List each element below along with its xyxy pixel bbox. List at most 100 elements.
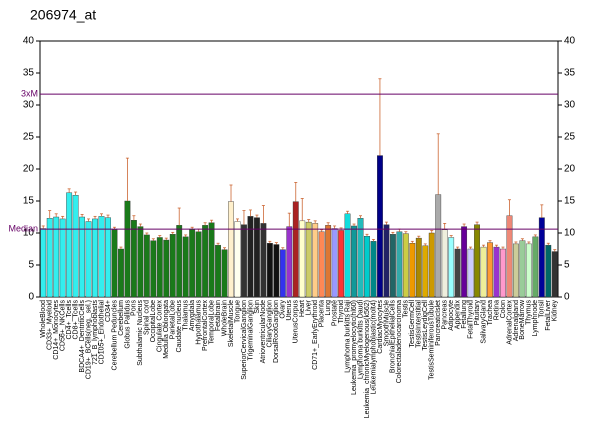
x-tick-label: Retina: [493, 300, 500, 320]
reference-label: Median: [8, 224, 38, 234]
x-tick-label: Lung: [325, 300, 332, 316]
bar: [551, 251, 558, 298]
bar: [331, 228, 338, 298]
bar: [66, 192, 73, 298]
x-tick-label: FetalThyroid: [467, 300, 474, 339]
bar: [318, 231, 325, 298]
bar: [111, 229, 118, 298]
x-tick-label: Hypothalamus: [195, 300, 202, 345]
y2-tick-label: 15: [564, 196, 576, 207]
y-tick-label: 20: [23, 164, 35, 175]
bar: [215, 244, 221, 298]
bar: [461, 226, 468, 298]
x-tick-label: BoneMarrow: [519, 299, 526, 340]
bar: [279, 249, 286, 298]
x-tick-label: CD14+_Monocytes: [53, 300, 60, 360]
x-tick-label: Colorectaladenocarcinoma: [396, 300, 403, 383]
bar: [286, 226, 293, 298]
x-tick-label: CD33+_Myeloid: [47, 300, 54, 350]
x-tick-label: TestisLeydigCell: [422, 300, 429, 351]
bar: [545, 244, 552, 298]
x-tick-label: SkeletalMuscle: [228, 300, 235, 347]
x-tick-label: Thyroid: [338, 300, 345, 323]
x-tick-label: Globus Pallidus: [124, 300, 131, 349]
bar: [325, 225, 332, 298]
bar: [85, 221, 92, 298]
y-tick-label: 30: [23, 100, 35, 111]
x-tick-label: UterusCorpus: [293, 300, 300, 344]
x-tick-label: TrigeminalGanglion: [247, 300, 254, 361]
bar: [59, 218, 66, 298]
x-tick-label: Adipocyte: [448, 300, 455, 331]
y2-tick-label: 20: [564, 164, 576, 175]
x-tick-label: Thymus: [526, 300, 533, 325]
bar: [130, 219, 137, 298]
bar: [415, 237, 422, 298]
x-tick-label: Fetallung: [461, 300, 468, 329]
x-tick-label: Thalamus: [183, 300, 190, 331]
bar: [448, 237, 455, 298]
y-tick-label: 15: [23, 196, 35, 207]
bar: [260, 223, 267, 298]
x-tick-label: Tonsil: [539, 300, 546, 318]
x-tick-label: CD34+: [105, 300, 112, 322]
x-tick-label: Ovary: [280, 300, 287, 319]
y-tick-label: 40: [23, 36, 35, 47]
bar: [92, 218, 98, 298]
x-tick-label: Lymphnode: [532, 300, 539, 336]
x-tick-label: Skin: [254, 300, 261, 314]
x-tick-label: CD56+_NKCells: [60, 300, 67, 352]
x-tick-label: Leukemia_promyelocytic(hl60): [351, 300, 358, 395]
bar: [428, 232, 435, 298]
y2-tick-label: 0: [564, 292, 570, 303]
bar: [163, 239, 170, 298]
bar: [46, 218, 53, 298]
bar: [467, 248, 474, 298]
bar: [474, 224, 480, 298]
bar: [176, 225, 183, 298]
bar: [402, 233, 409, 298]
x-tick-label: TestisGermCell: [409, 300, 416, 348]
x-tick-label: ParietalLobe: [170, 300, 177, 339]
x-tick-label: Tongue: [234, 300, 241, 323]
x-tick-label: BronchialEpithelialCells: [390, 300, 397, 374]
x-tick-label: Lymphoma burkitts Daudi: [357, 300, 364, 380]
x-tick-label: 721_B_lymphoblasts: [92, 300, 99, 365]
x-tick-label: CiliaryGanglion: [267, 300, 274, 348]
x-tick-label: Lymphoma burkitts Raji: [344, 300, 351, 373]
bar: [532, 236, 539, 298]
bar: [247, 216, 254, 298]
x-tick-label: Cerebellum Peduncles: [111, 300, 118, 371]
x-tick-label: Cingulate Cortex: [157, 300, 164, 353]
x-tick-label: TestisSeminiferousTubule: [429, 300, 436, 380]
x-tick-label: Liver: [306, 299, 313, 315]
bar: [299, 220, 306, 298]
bar: [143, 234, 150, 298]
x-tick-label: Adrenalgland: [513, 300, 520, 341]
bar: [292, 201, 299, 298]
bar: [305, 221, 312, 298]
bar: [124, 200, 131, 298]
bar: [202, 225, 209, 298]
y-tick-label: 25: [23, 132, 35, 143]
x-tick-label: CD105+_Endothelial: [98, 300, 105, 365]
bar: [389, 234, 396, 298]
bar: [221, 249, 228, 298]
x-tick-label: Uterus: [286, 300, 293, 321]
bar: [454, 248, 461, 298]
x-tick-label: SalivaryGland: [480, 300, 487, 344]
bar: [441, 229, 448, 298]
x-tick-label: DorsalRootGanglion: [273, 300, 280, 363]
x-tick-label: Prostate: [331, 300, 338, 326]
x-tick-label: Amygdala: [189, 300, 196, 331]
x-tick-label: Spinal cord: [144, 300, 151, 335]
x-tick-label: Leukemia_chronicMyelogenous(k562): [364, 300, 371, 418]
bar: [189, 228, 196, 298]
x-tick-label: Pancreas: [442, 300, 449, 330]
bar: [150, 240, 157, 298]
x-tick-label: TestisInterstitial: [416, 300, 423, 348]
bar: [137, 226, 144, 298]
bar: [383, 224, 390, 298]
x-tick-label: TemporalLobe: [208, 300, 215, 344]
